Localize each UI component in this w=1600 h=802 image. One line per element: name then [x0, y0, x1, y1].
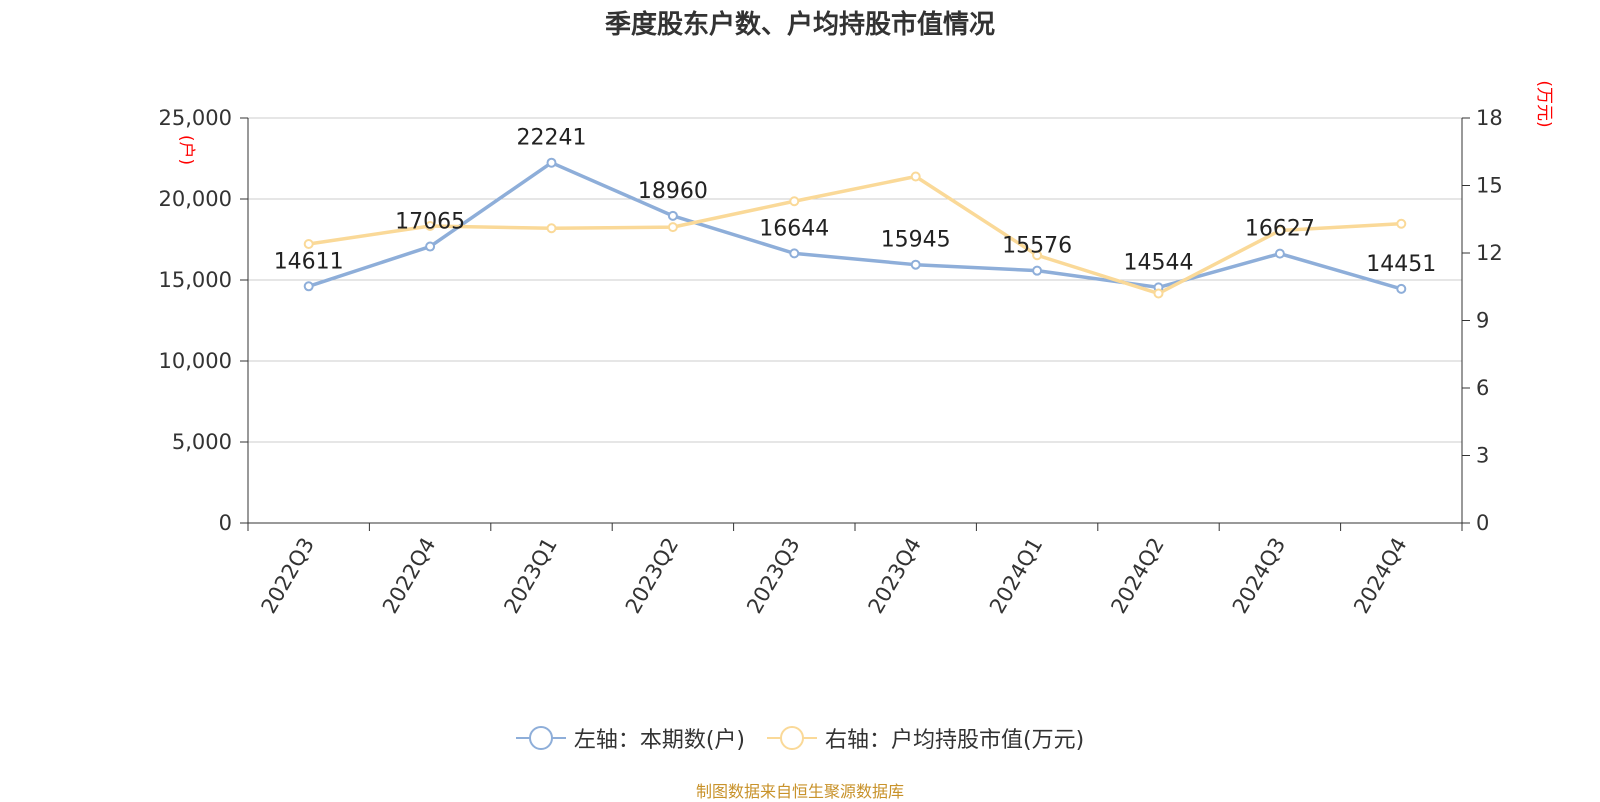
right-series-point [1396, 218, 1407, 229]
legend-left-series-label: 左轴：本期数(户) [573, 728, 745, 753]
x-axis-tick-label: 2023Q1 [499, 534, 561, 618]
left-axis-tick-label: 20,000 [159, 187, 232, 211]
x-axis-tick-label: 2022Q3 [257, 534, 319, 618]
left-series-point [546, 157, 557, 168]
right-axis-tick-label: 18 [1476, 106, 1503, 130]
left-axis-tick-label: 0 [219, 511, 232, 535]
right-series-point [1153, 288, 1164, 299]
right-series-point [303, 239, 314, 249]
chart-title: 季度股东户数、户均持股市值情况 [604, 10, 995, 40]
right-series-line [308, 174, 1402, 296]
x-axis-tick-label: 2024Q2 [1106, 534, 1168, 618]
left-series-point [303, 281, 314, 292]
x-axis-tick-label: 2023Q2 [621, 534, 683, 618]
legend: 左轴：本期数(户) 右轴：户均持股市值(万元) [0, 722, 1600, 754]
left-series-data-label: 14544 [1124, 250, 1194, 275]
right-axis-tick-label: 6 [1476, 376, 1489, 400]
right-series-point [910, 171, 921, 182]
right-axis-tick-label: 12 [1476, 241, 1503, 265]
left-series-line [308, 160, 1402, 291]
x-axis-tick-label: 2023Q4 [864, 534, 926, 618]
right-axis-tick-label: 0 [1476, 511, 1489, 535]
left-series-data-label: 16627 [1245, 217, 1315, 242]
left-series-point [425, 241, 436, 252]
left-series-data-label: 16644 [759, 216, 829, 241]
x-axis-tick-label: 2022Q4 [378, 534, 440, 618]
legend-item-left-series[interactable]: 左轴：本期数(户) [515, 722, 745, 754]
right-series-point [425, 221, 436, 231]
legend-left-series-marker [515, 726, 566, 750]
left-series-point [1274, 248, 1285, 259]
left-series-data-label: 14451 [1366, 252, 1436, 277]
left-axis-tick-label: 5,000 [172, 430, 232, 454]
left-axis-unit-label: (户) [176, 135, 196, 165]
right-series-point [546, 223, 557, 234]
legend-right-series-marker [767, 726, 817, 750]
left-axis-tick-label: 15,000 [159, 268, 232, 292]
left-series-data-label: 22241 [517, 126, 587, 151]
left-series-data-label: 17065 [395, 210, 465, 235]
right-axis-tick-label: 3 [1476, 444, 1489, 468]
right-series-point [667, 222, 678, 233]
right-axis-unit-label: (万元) [1534, 80, 1554, 127]
left-series-data-label: 15945 [881, 228, 951, 253]
right-axis-tick-label: 9 [1476, 309, 1489, 333]
left-series-point [910, 259, 921, 270]
right-series-point [1032, 250, 1043, 261]
source-footer: 制图数据来自恒生聚源数据库 [695, 782, 904, 801]
x-axis-tick-label: 2023Q3 [742, 534, 804, 618]
right-series-point [1274, 225, 1285, 236]
left-axis-tick-label: 10,000 [159, 349, 232, 373]
left-axis-tick-label: 25,000 [159, 106, 232, 130]
left-series-point [789, 248, 800, 259]
left-series-data-label: 18960 [638, 179, 708, 204]
left-series-point [1032, 265, 1043, 276]
legend-right-series-label: 右轴：户均持股市值(万元) [825, 728, 1085, 753]
left-series-data-label: 15576 [1002, 234, 1072, 259]
left-series-data-label: 14611 [274, 249, 344, 274]
x-axis-tick-label: 2024Q3 [1228, 534, 1290, 618]
left-series-point [1396, 283, 1407, 294]
legend-item-right-series[interactable]: 右轴：户均持股市值(万元) [767, 722, 1084, 754]
x-axis-tick-label: 2024Q4 [1349, 534, 1411, 618]
left-series-point [667, 210, 678, 221]
x-axis-tick-label: 2024Q1 [985, 534, 1047, 618]
right-series-point [789, 196, 800, 207]
right-axis-tick-label: 15 [1476, 174, 1503, 198]
